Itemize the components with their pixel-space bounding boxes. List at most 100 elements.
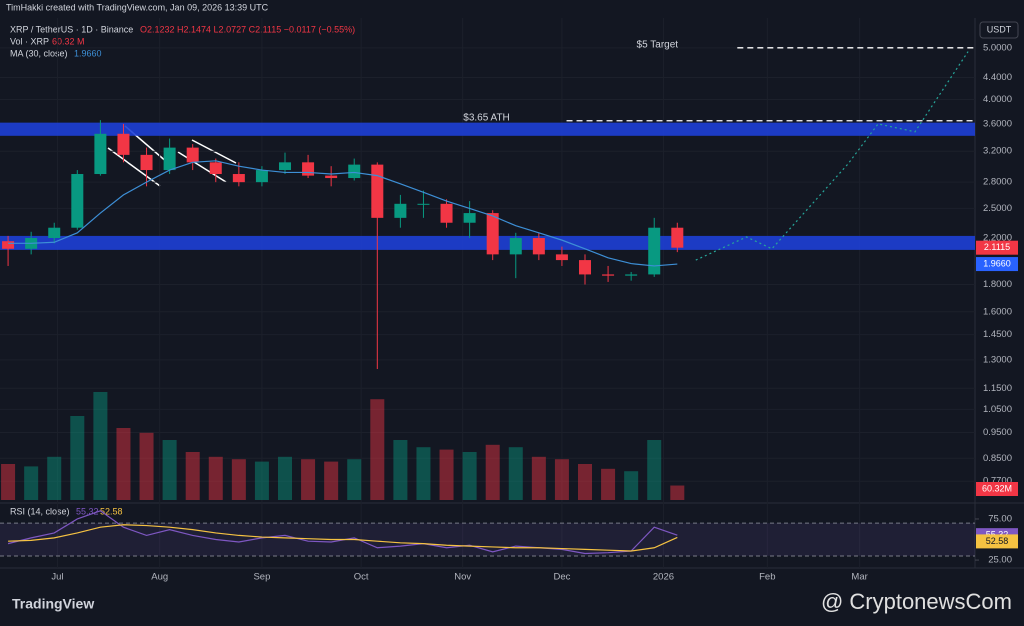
logo: TradingView xyxy=(12,596,94,612)
y-tick-label: 5.0000 xyxy=(983,42,1012,53)
y-tick-label: 4.0000 xyxy=(983,94,1012,105)
y-tick-label: 1.4500 xyxy=(983,329,1012,340)
volume-bar xyxy=(1,464,16,500)
volume-bar xyxy=(647,440,662,500)
price-tag-label: 1.9660 xyxy=(983,258,1011,268)
y-tick-label: 2.2000 xyxy=(983,233,1012,244)
x-tick-label: Dec xyxy=(553,572,570,583)
candle-body xyxy=(371,164,384,218)
volume-bar xyxy=(601,468,616,500)
candle-body xyxy=(232,174,245,183)
y-tick-label: 4.4000 xyxy=(983,72,1012,83)
candle-body xyxy=(140,154,153,171)
currency[interactable]: USDT xyxy=(987,24,1012,34)
candle-body xyxy=(555,254,568,261)
volume-bar xyxy=(370,399,385,500)
candle-body xyxy=(117,133,130,155)
candle-body xyxy=(325,175,338,179)
x-tick-label: Nov xyxy=(454,572,471,583)
candle-body xyxy=(440,203,453,223)
y-tick-label: 3.6000 xyxy=(983,118,1012,129)
ma-name: MA (30, close) xyxy=(10,48,68,58)
x-tick-label: Aug xyxy=(151,572,168,583)
candle-body xyxy=(163,147,176,171)
y-tick-label: 1.6000 xyxy=(983,306,1012,317)
volume-bar xyxy=(554,459,569,500)
volume-bar xyxy=(624,471,639,500)
currency-box[interactable] xyxy=(979,21,1019,39)
rsi-tick-label: 25.00 xyxy=(988,555,1012,566)
rsi-ma-value: 52.58 xyxy=(100,506,123,516)
rsi-band xyxy=(0,523,975,556)
author: TimHakki created with TradingView.com, J… xyxy=(6,2,269,12)
volume-bar xyxy=(508,447,523,500)
candle-body xyxy=(48,227,61,239)
y-tick-label: 2.8000 xyxy=(983,177,1012,188)
volume-bar xyxy=(278,456,292,500)
price-tag-label: 52.58 xyxy=(986,536,1009,546)
x-tick-label: Sep xyxy=(253,572,270,583)
candle-body xyxy=(463,213,476,223)
price-tag-label: 60.32M xyxy=(982,483,1012,493)
y-tick-label: 0.9500 xyxy=(983,427,1012,438)
volume-bar xyxy=(485,444,500,500)
volume-bar xyxy=(47,456,62,500)
volume-bar xyxy=(578,464,592,500)
volume-bar xyxy=(439,449,454,500)
symbol: XRP / TetherUS · 1D · Binance xyxy=(10,24,133,34)
zone xyxy=(0,122,975,136)
target-label: $3.65 ATH xyxy=(463,112,510,123)
price-tag-label: 2.1115 xyxy=(984,242,1010,252)
x-tick-label: Feb xyxy=(759,572,775,583)
volume-bar xyxy=(139,432,154,500)
candle-body xyxy=(186,147,199,163)
candle-body xyxy=(648,227,661,275)
rsi-ma-line xyxy=(8,524,678,552)
candle-body xyxy=(579,260,591,275)
y-tick-label: 3.2000 xyxy=(983,146,1012,157)
price-tag xyxy=(976,482,1018,496)
candle-body xyxy=(509,238,522,255)
volume-bar xyxy=(231,459,246,500)
candle-body xyxy=(625,274,638,276)
candle-body xyxy=(302,162,315,176)
volume-bar xyxy=(347,459,362,500)
ohlc: O2.1232 H2.1474 L2.0727 C2.1115 −0.0117 … xyxy=(140,24,355,34)
volume-bar xyxy=(670,485,685,500)
volume-bar xyxy=(185,452,200,500)
volume-bar xyxy=(162,440,177,500)
price-tag xyxy=(976,534,1018,549)
rsi-tick-label: 75.00 xyxy=(988,513,1012,524)
candle-body xyxy=(394,203,407,218)
candle-body xyxy=(417,203,430,205)
ma-line xyxy=(8,160,678,267)
x-tick-label: Oct xyxy=(354,572,369,583)
target-label: $5 Target xyxy=(637,39,679,50)
candle-body xyxy=(255,170,268,183)
volume-bar xyxy=(416,447,431,500)
volume-bar xyxy=(254,461,269,500)
volume-bar xyxy=(24,466,39,500)
candle-body xyxy=(71,174,84,228)
x-tick-label: 2026 xyxy=(653,572,674,583)
watermark: @ CryptonewsCom xyxy=(821,589,1012,614)
candle-body xyxy=(532,238,545,255)
candle-body xyxy=(94,133,107,175)
ma-value: 1.9660 xyxy=(74,48,102,58)
volume-bar xyxy=(393,440,408,500)
x-tick-label: Jul xyxy=(51,572,63,583)
candle-body xyxy=(671,227,684,248)
volume-bar xyxy=(70,416,85,500)
rsi-name: RSI (14, close) xyxy=(10,506,70,516)
y-tick-label: 1.1500 xyxy=(983,383,1012,394)
volume-bar xyxy=(301,459,316,500)
candle-body xyxy=(209,162,222,175)
y-tick-label: 2.5000 xyxy=(983,203,1012,214)
projection xyxy=(695,51,969,261)
volume-bar xyxy=(208,456,223,500)
volume-bar xyxy=(324,461,339,500)
volume-bar xyxy=(116,428,131,500)
candle-body xyxy=(486,213,499,255)
